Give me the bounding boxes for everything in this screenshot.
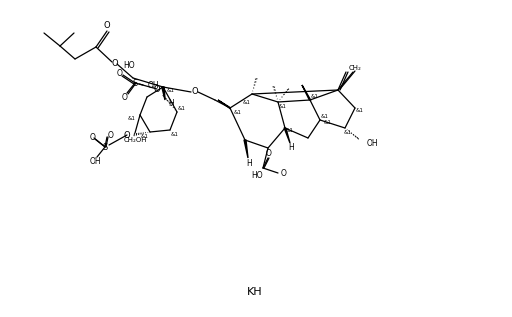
Text: H: H (168, 99, 174, 107)
Text: O: O (124, 131, 131, 139)
Text: &1: &1 (324, 120, 332, 126)
Text: OH: OH (148, 81, 160, 89)
Text: O: O (112, 60, 118, 68)
Text: KH: KH (247, 287, 263, 297)
Text: HO: HO (123, 61, 135, 69)
Text: &1: &1 (356, 108, 364, 113)
Text: S: S (133, 79, 138, 87)
Polygon shape (244, 140, 248, 158)
Text: OH: OH (89, 157, 101, 165)
Text: &1: &1 (234, 111, 242, 115)
Text: O: O (191, 87, 198, 96)
Text: O: O (266, 150, 272, 158)
Text: CH₂: CH₂ (349, 65, 362, 71)
Polygon shape (162, 87, 165, 100)
Text: O: O (108, 131, 114, 139)
Text: O: O (281, 169, 287, 178)
Text: &1: &1 (243, 100, 251, 105)
Text: &1: &1 (167, 87, 175, 93)
Text: H: H (288, 144, 294, 152)
Text: &1: &1 (128, 115, 136, 120)
Text: O: O (122, 93, 128, 101)
Text: O: O (117, 68, 123, 77)
Polygon shape (218, 100, 230, 109)
Text: &1: &1 (171, 133, 179, 138)
Text: &1: &1 (344, 131, 352, 135)
Text: O: O (154, 85, 160, 94)
Text: CH₂OH: CH₂OH (123, 137, 147, 143)
Polygon shape (284, 128, 290, 143)
Text: &1: &1 (286, 128, 294, 133)
Text: O: O (90, 133, 96, 141)
Text: HO: HO (251, 171, 263, 180)
Text: O: O (104, 22, 110, 30)
Text: &1: &1 (178, 107, 186, 112)
Text: H: H (246, 158, 252, 167)
Text: &1: &1 (141, 134, 149, 139)
Text: S: S (102, 143, 108, 152)
Text: &1: &1 (311, 94, 319, 100)
Text: OH: OH (367, 139, 379, 148)
Text: &1: &1 (321, 114, 329, 120)
Polygon shape (302, 85, 311, 100)
Text: &1: &1 (279, 105, 287, 109)
